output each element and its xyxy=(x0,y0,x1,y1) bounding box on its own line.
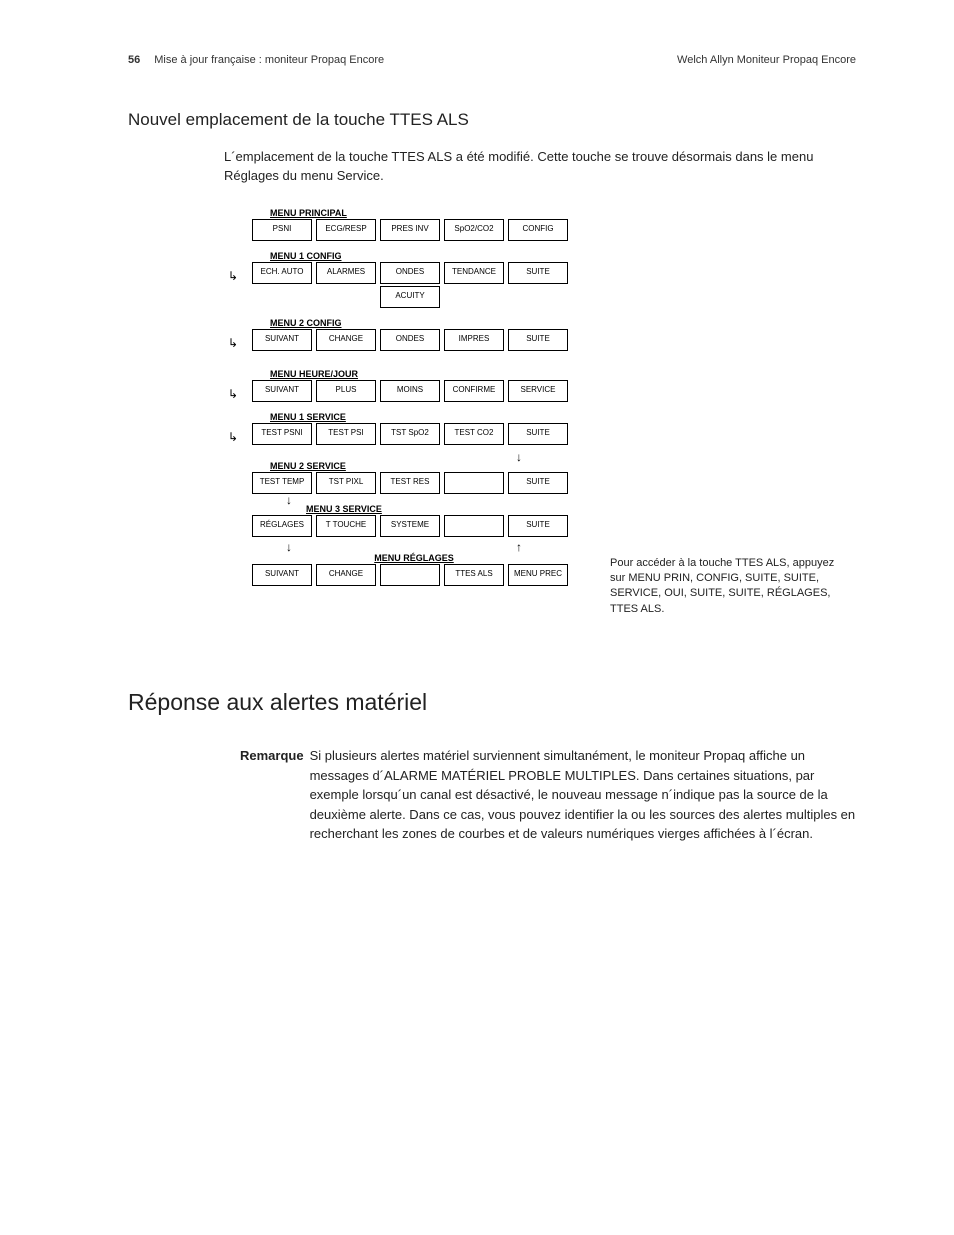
menu-row: PSNI ECG/RESP PRES INV SpO2/CO2 CONFIG xyxy=(252,219,582,241)
note-block: Remarque Si plusieurs alertes matériel s… xyxy=(240,746,856,844)
menu-service1: ↳ MENU 1 SERVICE TEST PSNI TEST PSI TST … xyxy=(246,412,582,445)
menu-row: RÉGLAGES T TOUCHE SYSTEME SUITE xyxy=(252,515,582,537)
menu-cell: SUITE xyxy=(508,329,568,351)
page-number: 56 xyxy=(128,54,140,66)
arrow-in-icon: ↳ xyxy=(228,387,238,401)
menu-service2: MENU 2 SERVICE TEST TEMP TST PIXL TEST R… xyxy=(246,461,582,494)
menu-title: MENU 1 CONFIG xyxy=(270,251,582,261)
arrow-in-icon: ↳ xyxy=(228,336,238,350)
side-note: Pour accéder à la touche TTES ALS, appuy… xyxy=(610,556,840,618)
menu-cell: SUITE xyxy=(508,262,568,284)
menu-cell: CONFIG xyxy=(508,219,568,241)
menu-cell: ECG/RESP xyxy=(316,219,376,241)
menu-cell: ACUITY xyxy=(380,286,440,308)
menu-cell: TEST PSI xyxy=(316,423,376,445)
header-left: 56 Mise à jour française : moniteur Prop… xyxy=(128,54,384,66)
menu-cell: CHANGE xyxy=(316,564,376,586)
arrow-up-icon: ↑ xyxy=(516,541,522,553)
section-title-2: Réponse aux alertes matériel xyxy=(128,689,856,716)
menu-title: MENU 1 SERVICE xyxy=(270,412,582,422)
menu-heurejour: ↳ MENU HEURE/JOUR SUIVANT PLUS MOINS CON… xyxy=(246,369,582,402)
menu-cell: SYSTEME xyxy=(380,515,440,537)
menu-cell-empty xyxy=(444,472,504,494)
menu-cell: RÉGLAGES xyxy=(252,515,312,537)
menu-row: SUIVANT PLUS MOINS CONFIRME SERVICE xyxy=(252,380,582,402)
header-right-text: Welch Allyn Moniteur Propaq Encore xyxy=(677,54,856,66)
menu-cell: SUIVANT xyxy=(252,380,312,402)
menu-row: TEST TEMP TST PIXL TEST RES SUITE xyxy=(252,472,582,494)
menu-cell: MENU PREC xyxy=(508,564,568,586)
menu-cell: ONDES xyxy=(380,329,440,351)
menu-diagram: MENU PRINCIPAL PSNI ECG/RESP PRES INV Sp… xyxy=(246,208,582,596)
page-header: 56 Mise à jour française : moniteur Prop… xyxy=(128,54,856,66)
menu-title: MENU 2 CONFIG xyxy=(270,318,582,328)
menu-title: MENU PRINCIPAL xyxy=(270,208,582,218)
menu-principal: MENU PRINCIPAL PSNI ECG/RESP PRES INV Sp… xyxy=(246,208,582,241)
menu-config2: ↳ MENU 2 CONFIG SUIVANT CHANGE ONDES IMP… xyxy=(246,318,582,351)
menu-title: MENU 3 SERVICE xyxy=(306,504,582,514)
arrow-in-icon: ↳ xyxy=(228,269,238,283)
arrow-row: ↓ ↑ xyxy=(246,541,582,553)
menu-cell: TST PIXL xyxy=(316,472,376,494)
menu-cell: TEST CO2 xyxy=(444,423,504,445)
menu-cell: SERVICE xyxy=(508,380,568,402)
menu-cell: ALARMES xyxy=(316,262,376,284)
menu-cell: SUIVANT xyxy=(252,564,312,586)
menu-cell: TST SpO2 xyxy=(380,423,440,445)
arrow-down-icon: ↓ xyxy=(286,541,292,553)
menu-row: TEST PSNI TEST PSI TST SpO2 TEST CO2 SUI… xyxy=(252,423,582,445)
menu-cell: CONFIRME xyxy=(444,380,504,402)
menu-cell: SUIVANT xyxy=(252,329,312,351)
note-label: Remarque xyxy=(240,746,304,844)
note-body: Si plusieurs alertes matériel surviennen… xyxy=(310,746,856,844)
menu-cell-empty xyxy=(444,515,504,537)
menu-cell: IMPRES xyxy=(444,329,504,351)
menu-title: MENU HEURE/JOUR xyxy=(270,369,582,379)
menu-cell: TENDANCE xyxy=(444,262,504,284)
menu-diagram-wrap: MENU PRINCIPAL PSNI ECG/RESP PRES INV Sp… xyxy=(246,208,856,618)
section-intro: L´emplacement de la touche TTES ALS a ét… xyxy=(224,148,856,186)
menu-service3: MENU 3 SERVICE RÉGLAGES T TOUCHE SYSTEME… xyxy=(246,504,582,537)
menu-cell: PLUS xyxy=(316,380,376,402)
menu-cell: ECH. AUTO xyxy=(252,262,312,284)
menu-row: ACUITY xyxy=(252,286,582,308)
menu-cell: SUITE xyxy=(508,515,568,537)
menu-cell: SpO2/CO2 xyxy=(444,219,504,241)
menu-cell: PRES INV xyxy=(380,219,440,241)
arrow-in-icon: ↳ xyxy=(228,430,238,444)
menu-title: MENU RÉGLAGES xyxy=(246,553,582,563)
menu-row: SUIVANT CHANGE TTES ALS MENU PREC xyxy=(252,564,582,586)
menu-cell: ONDES xyxy=(380,262,440,284)
menu-cell: SUITE xyxy=(508,472,568,494)
menu-cell: TEST RES xyxy=(380,472,440,494)
menu-cell: MOINS xyxy=(380,380,440,402)
menu-title: MENU 2 SERVICE xyxy=(270,461,582,471)
menu-cell: TEST PSNI xyxy=(252,423,312,445)
section-title-1: Nouvel emplacement de la touche TTES ALS xyxy=(128,110,856,130)
menu-reglages: MENU RÉGLAGES SUIVANT CHANGE TTES ALS ME… xyxy=(246,553,582,586)
menu-cell: SUITE xyxy=(508,423,568,445)
menu-cell: PSNI xyxy=(252,219,312,241)
menu-row: ECH. AUTO ALARMES ONDES TENDANCE SUITE xyxy=(252,262,582,284)
menu-cell-empty xyxy=(380,564,440,586)
header-left-text: Mise à jour française : moniteur Propaq … xyxy=(154,54,384,66)
menu-cell: TTES ALS xyxy=(444,564,504,586)
menu-row: SUIVANT CHANGE ONDES IMPRES SUITE xyxy=(252,329,582,351)
menu-cell: T TOUCHE xyxy=(316,515,376,537)
menu-cell: TEST TEMP xyxy=(252,472,312,494)
menu-cell: CHANGE xyxy=(316,329,376,351)
menu-config1: ↳ MENU 1 CONFIG ECH. AUTO ALARMES ONDES … xyxy=(246,251,582,308)
document-page: 56 Mise à jour française : moniteur Prop… xyxy=(0,0,954,904)
